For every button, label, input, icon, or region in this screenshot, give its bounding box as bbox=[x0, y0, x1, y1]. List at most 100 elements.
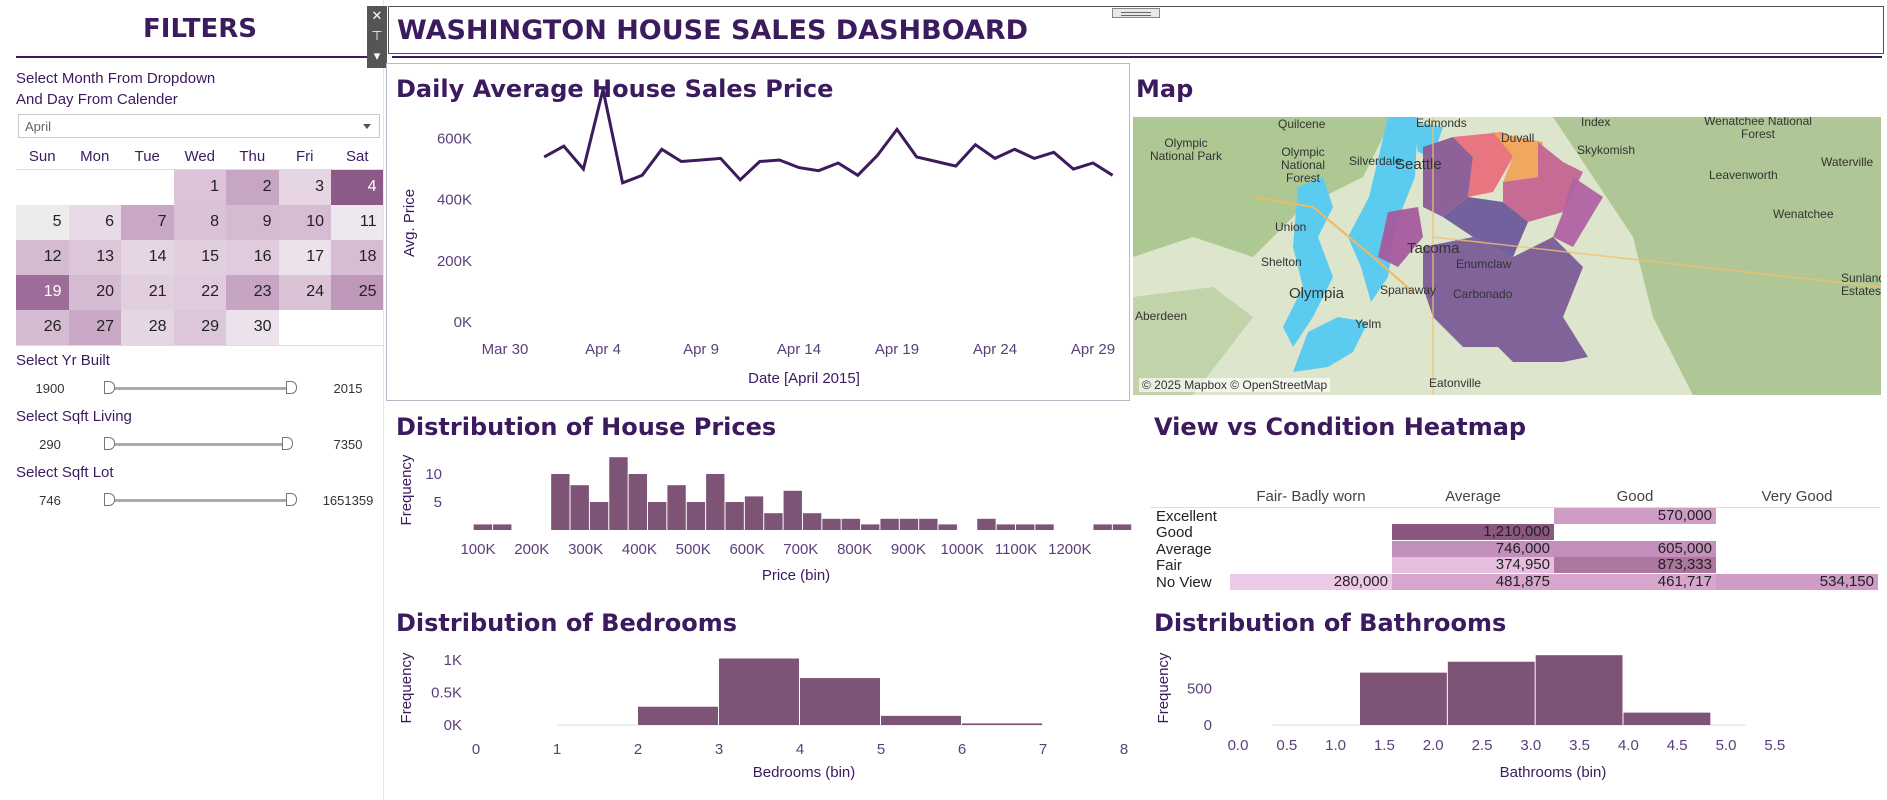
calendar-day[interactable]: 3 bbox=[278, 170, 331, 205]
pin-icon[interactable]: ⊤ bbox=[371, 28, 383, 43]
price-bin-bar[interactable] bbox=[977, 518, 996, 530]
bedroom-bin-bar[interactable] bbox=[962, 723, 1042, 725]
calendar-day[interactable]: 2 bbox=[226, 170, 279, 205]
calendar-day[interactable]: 26 bbox=[16, 310, 69, 345]
calendar-day[interactable]: 8 bbox=[173, 205, 226, 240]
price-bin-bar[interactable] bbox=[841, 518, 861, 530]
calendar-day[interactable]: 9 bbox=[226, 205, 279, 240]
heatmap-cell[interactable]: 374,950 bbox=[1392, 557, 1554, 573]
price-bin-bar[interactable] bbox=[551, 474, 570, 530]
calendar-day[interactable]: 7 bbox=[121, 205, 174, 240]
price-bin-bar[interactable] bbox=[1035, 524, 1054, 530]
heatmap-cell[interactable]: 605,000 bbox=[1554, 541, 1716, 557]
yr-built-slider[interactable]: 1900 2015 bbox=[16, 378, 384, 398]
calendar-day[interactable]: 11 bbox=[331, 205, 384, 240]
bathroom-bin-bar[interactable] bbox=[1535, 655, 1623, 725]
price-bin-bar[interactable] bbox=[1093, 524, 1112, 530]
bedroom-bin-bar[interactable] bbox=[800, 678, 880, 725]
price-bin-bar[interactable] bbox=[648, 502, 667, 530]
calendar-day[interactable]: 4 bbox=[331, 170, 384, 205]
calendar-day[interactable]: 20 bbox=[68, 275, 121, 310]
price-bin-bar[interactable] bbox=[880, 518, 899, 530]
calendar-day[interactable]: 28 bbox=[121, 310, 174, 345]
heatmap-cell[interactable]: 570,000 bbox=[1554, 508, 1716, 524]
slider-min-handle[interactable] bbox=[104, 381, 115, 394]
bathroom-bin-bar[interactable] bbox=[1360, 672, 1447, 725]
price-bin-bar[interactable] bbox=[667, 485, 686, 530]
heatmap-cell[interactable]: 1,210,000 bbox=[1392, 524, 1554, 540]
calendar-day[interactable]: 1 bbox=[173, 170, 226, 205]
bathroom-bin-bar[interactable] bbox=[1623, 712, 1711, 725]
price-bin-bar[interactable] bbox=[899, 518, 919, 530]
calendar-day[interactable]: 14 bbox=[121, 240, 174, 275]
calendar-day[interactable]: 18 bbox=[331, 240, 384, 275]
calendar-day[interactable]: 21 bbox=[121, 275, 174, 310]
heatmap-cell[interactable]: 481,875 bbox=[1392, 574, 1554, 590]
sqft-lot-slider[interactable]: 746 1651359 bbox=[16, 490, 384, 510]
bathroom-bin-bar[interactable] bbox=[1447, 661, 1535, 725]
price-bin-bar[interactable] bbox=[473, 524, 493, 530]
slider-min-handle[interactable] bbox=[104, 493, 115, 506]
price-bin-bar[interactable] bbox=[609, 457, 628, 530]
price-bin-bar[interactable] bbox=[764, 513, 783, 530]
slider-min-handle[interactable] bbox=[104, 437, 115, 450]
slider-track[interactable] bbox=[108, 443, 290, 446]
chevron-down-icon[interactable] bbox=[363, 124, 371, 129]
calendar-day[interactable]: 27 bbox=[68, 310, 121, 345]
calendar-day[interactable]: 25 bbox=[331, 275, 384, 310]
price-bin-bar[interactable] bbox=[861, 524, 880, 530]
price-bin-bar[interactable] bbox=[783, 490, 802, 530]
price-bin-bar[interactable] bbox=[1016, 524, 1035, 530]
price-bin-bar[interactable] bbox=[493, 524, 512, 530]
close-icon[interactable]: ✕ bbox=[371, 8, 383, 23]
price-bin-bar[interactable] bbox=[822, 518, 841, 530]
calendar-day[interactable]: 24 bbox=[278, 275, 331, 310]
price-bin-bar[interactable] bbox=[996, 524, 1015, 530]
heatmap-cell[interactable]: 873,333 bbox=[1554, 557, 1716, 573]
calendar-day[interactable]: 13 bbox=[68, 240, 121, 275]
price-bin-bar[interactable] bbox=[1112, 524, 1132, 530]
calendar-day[interactable]: 23 bbox=[226, 275, 279, 310]
calendar-day[interactable]: 29 bbox=[173, 310, 226, 345]
heatmap-cell[interactable]: 746,000 bbox=[1392, 541, 1554, 557]
slider-track[interactable] bbox=[108, 499, 290, 502]
heatmap-cell[interactable]: 461,717 bbox=[1554, 574, 1716, 590]
price-bin-bar[interactable] bbox=[686, 502, 706, 530]
house-sales-map[interactable]: Quilcene Edmonds Duvall Index Wenatchee … bbox=[1133, 117, 1881, 395]
calendar-day[interactable]: 17 bbox=[278, 240, 331, 275]
slider-max-handle[interactable] bbox=[286, 493, 297, 506]
bedroom-bin-bar[interactable] bbox=[638, 706, 718, 725]
calendar-day[interactable]: 15 bbox=[173, 240, 226, 275]
calendar-day[interactable]: 6 bbox=[68, 205, 121, 240]
price-bin-bar[interactable] bbox=[628, 474, 648, 530]
more-options-icon[interactable]: ▾ bbox=[373, 48, 381, 63]
map-attribution[interactable]: © 2025 Mapbox © OpenStreetMap bbox=[1139, 378, 1331, 392]
calendar-day[interactable]: 16 bbox=[226, 240, 279, 275]
price-bin-bar[interactable] bbox=[725, 502, 744, 530]
bedroom-bin-bar[interactable] bbox=[719, 658, 799, 725]
floating-object-controls[interactable]: ✕ ⊤ ▾ bbox=[367, 6, 387, 68]
slider-max-handle[interactable] bbox=[282, 437, 293, 450]
calendar-day[interactable]: 30 bbox=[226, 310, 279, 345]
price-bin-bar[interactable] bbox=[938, 524, 957, 530]
calendar-day[interactable]: 12 bbox=[16, 240, 69, 275]
price-bin-bar[interactable] bbox=[706, 474, 725, 530]
month-dropdown[interactable]: April bbox=[18, 114, 380, 138]
sqft-living-slider[interactable]: 290 7350 bbox=[16, 434, 384, 454]
heatmap-cell[interactable]: 280,000 bbox=[1230, 574, 1392, 590]
price-bin-bar[interactable] bbox=[589, 502, 609, 530]
slider-max-handle[interactable] bbox=[286, 381, 297, 394]
price-line-series[interactable] bbox=[543, 89, 1114, 185]
bedroom-bin-bar[interactable] bbox=[881, 715, 961, 725]
calendar-day[interactable]: 19 bbox=[16, 275, 69, 310]
calendar-day[interactable]: 5 bbox=[16, 205, 69, 240]
line-chart-selected-frame[interactable] bbox=[386, 63, 1130, 401]
calendar-day[interactable]: 22 bbox=[173, 275, 226, 310]
heatmap-cell[interactable]: 534,150 bbox=[1716, 574, 1878, 590]
price-bin-bar[interactable] bbox=[919, 518, 938, 530]
price-bin-bar[interactable] bbox=[802, 513, 822, 530]
price-bin-bar[interactable] bbox=[570, 485, 589, 530]
calendar-day[interactable]: 10 bbox=[278, 205, 331, 240]
price-bin-bar[interactable] bbox=[744, 496, 764, 530]
drag-handle[interactable] bbox=[1112, 8, 1160, 18]
